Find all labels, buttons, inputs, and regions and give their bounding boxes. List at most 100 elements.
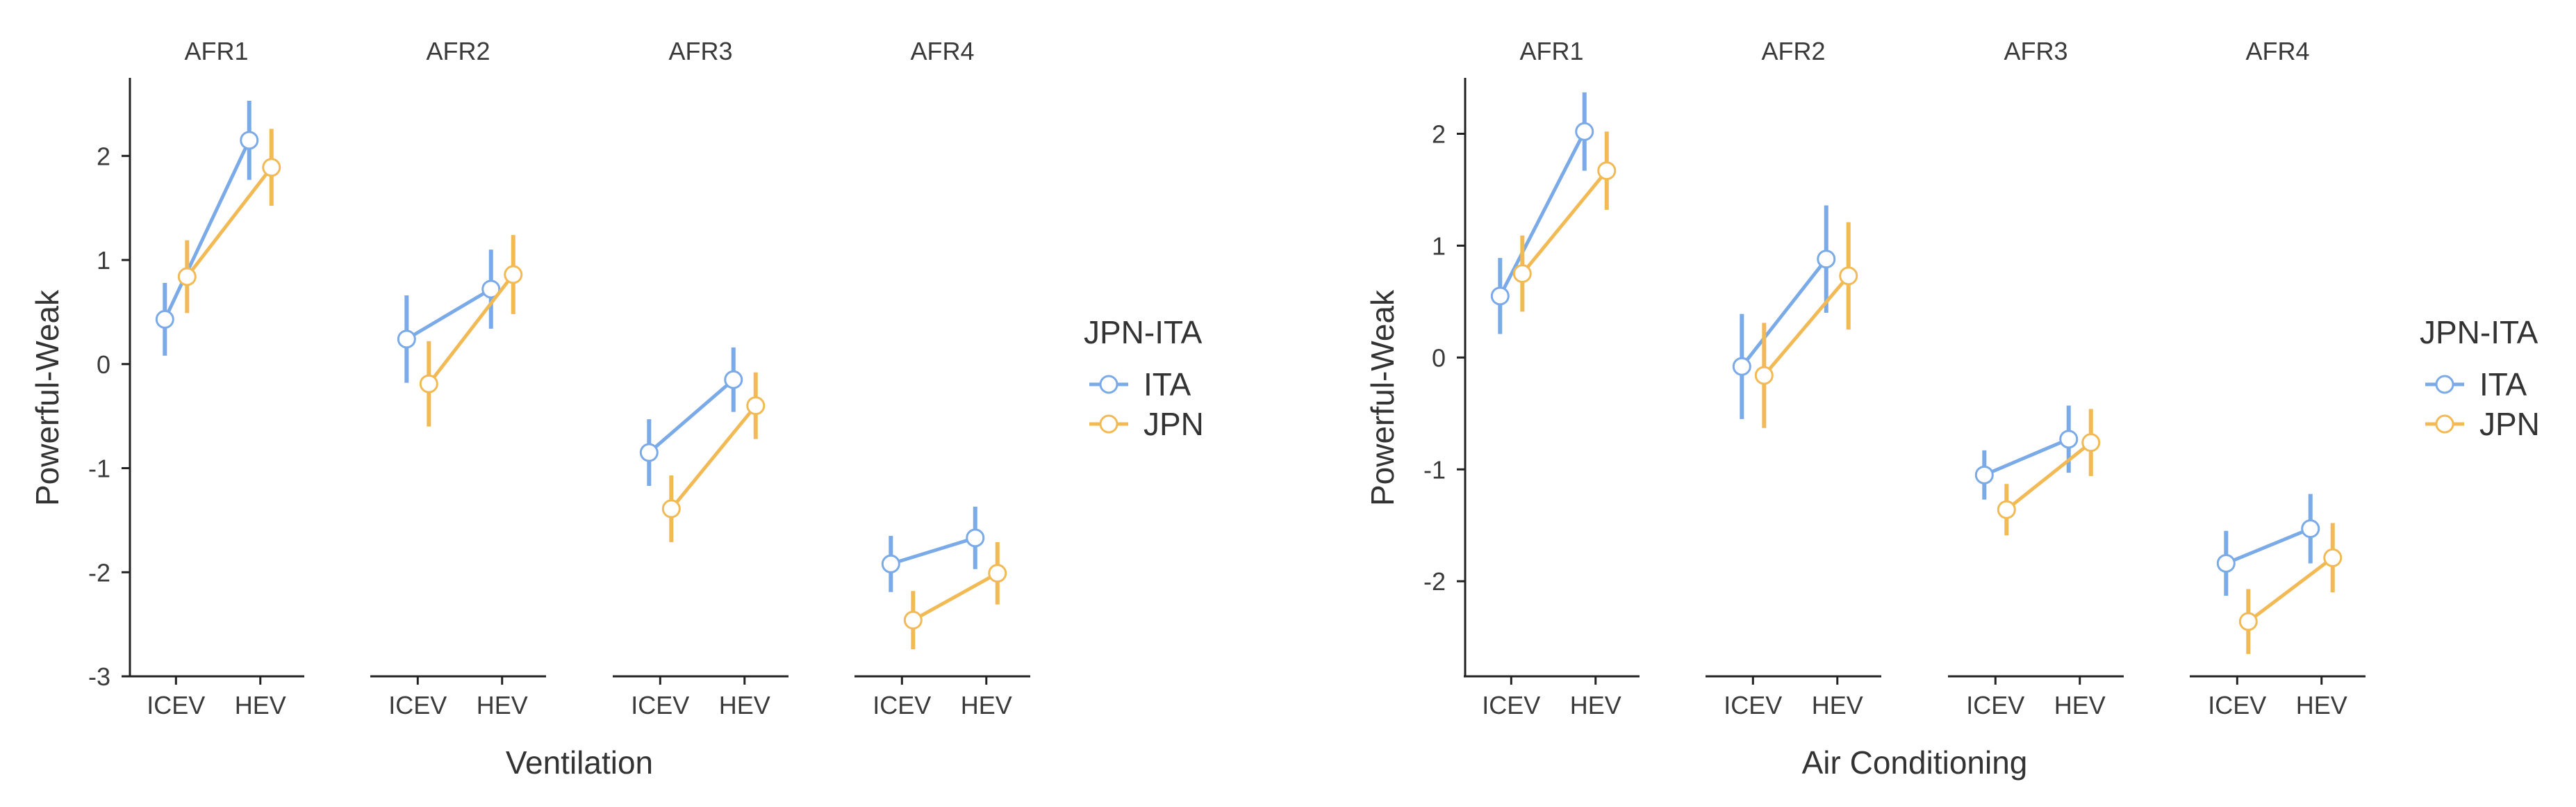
x-tick-label: ICEV [1724, 691, 1782, 719]
ita-point [724, 370, 743, 389]
jpn-point [2238, 612, 2258, 631]
y-tick-label: 1 [1432, 231, 1446, 260]
jpn-series-line [670, 405, 757, 510]
legend: JPN-ITA ITA JPN [1084, 314, 1204, 442]
x-tick-label: ICEV [631, 691, 689, 719]
y-axis-title: Powerful-Weak [29, 289, 65, 506]
legend-label: ITA [1143, 366, 1191, 402]
x-tick-label: HEV [2054, 691, 2106, 719]
legend-label: JPN [1143, 406, 1204, 442]
jpn-series-line [185, 166, 273, 278]
y-tick-label: 2 [97, 142, 110, 170]
ita-series-line [163, 139, 251, 320]
jpn-series-line [912, 571, 998, 622]
legend-key-marker [2435, 375, 2454, 394]
x-tick-label: HEV [961, 691, 1012, 719]
legend-title: JPN-ITA [1084, 314, 1203, 350]
facet-title: AFR2 [426, 37, 490, 65]
ita-point [881, 554, 900, 573]
jpn-point [988, 564, 1007, 583]
y-tick-label: -2 [1423, 567, 1446, 596]
jpn-point [1597, 161, 1617, 181]
ita-series-line [406, 287, 493, 341]
ita-point [1974, 465, 1994, 484]
x-axis-title: Ventilation [506, 744, 653, 781]
x-axis-title: Air Conditioning [1802, 744, 2028, 781]
facet-title: AFR1 [1519, 37, 1583, 65]
jpn-point [2323, 548, 2343, 567]
ita-point [1732, 357, 1751, 376]
ita-point [1575, 122, 1594, 141]
jpn-series-line [1521, 169, 1608, 275]
x-tick-label: HEV [1812, 691, 1863, 719]
y-tick-label: 2 [1432, 120, 1446, 148]
jpn-point [1839, 266, 1858, 286]
x-tick-label: HEV [477, 691, 528, 719]
jpn-point [661, 499, 681, 519]
jpn-series-line [2247, 556, 2334, 623]
ita-series-line [647, 378, 735, 454]
x-tick-label: HEV [2296, 691, 2347, 719]
facet-title: AFR2 [1761, 37, 1825, 65]
chart-panel-2: -2 -1 0 1 2 Powerful-Weak AFR1 ICEV HEV AFR2 ICEV H… [1364, 37, 2540, 781]
jpn-point [2081, 433, 2101, 453]
ita-point [1817, 250, 1836, 269]
y-axis-title: Powerful-Weak [1364, 289, 1401, 506]
legend-label: ITA [2479, 366, 2527, 402]
x-tick-label: HEV [235, 691, 286, 719]
ita-series-line [1498, 131, 1586, 297]
jpn-point [746, 396, 766, 416]
x-tick-label: ICEV [1482, 691, 1540, 719]
y-tick-label: -2 [88, 558, 110, 587]
ita-series-line [1983, 437, 2070, 477]
jpn-point [1754, 366, 1774, 385]
chart-panel-1: -3 -2 -1 0 1 2 Powerful-Weak AFR1 ICEV HEV AFR2 ICE… [29, 37, 1204, 781]
y-tick-label: 1 [97, 246, 110, 275]
jpn-point [504, 265, 523, 284]
y-tick-label: 0 [97, 350, 110, 379]
ita-point [2059, 430, 2079, 449]
ita-point [1490, 286, 1510, 306]
jpn-point [262, 158, 281, 177]
jpn-point [1997, 500, 2016, 519]
legend: JPN-ITA ITA JPN [2420, 314, 2540, 442]
facet-title: AFR1 [184, 37, 248, 65]
jpn-series-line [2005, 441, 2092, 512]
facet-title: AFR4 [910, 37, 974, 65]
legend-label: JPN [2479, 406, 2540, 442]
ita-series-line [890, 536, 976, 566]
jpn-point [177, 267, 197, 286]
ita-point [481, 279, 501, 299]
y-tick-label: -3 [88, 662, 110, 691]
x-tick-label: ICEV [2208, 691, 2266, 719]
ita-point [397, 329, 416, 349]
jpn-series-line [427, 273, 515, 385]
ita-point [966, 528, 985, 548]
x-tick-label: HEV [1570, 691, 1621, 719]
x-tick-label: ICEV [388, 691, 447, 719]
jpn-series-line [1762, 275, 1850, 377]
jpn-point [419, 374, 438, 393]
x-tick-label: ICEV [147, 691, 205, 719]
jpn-point [903, 610, 923, 630]
facet-title: AFR3 [2004, 37, 2067, 65]
ita-point [155, 309, 174, 329]
x-tick-label: ICEV [873, 691, 931, 719]
legend-key-marker [1099, 375, 1118, 394]
y-tick-label: -1 [88, 455, 110, 483]
y-tick-label: -1 [1423, 455, 1446, 484]
ita-series-line [2225, 527, 2311, 565]
ita-point [2301, 519, 2320, 539]
ita-series-line [1740, 258, 1828, 368]
ita-point [639, 443, 659, 462]
y-tick-label: 0 [1432, 343, 1446, 372]
facet-title: AFR4 [2245, 37, 2309, 65]
x-tick-label: ICEV [1966, 691, 2024, 719]
facet-title: AFR3 [668, 37, 732, 65]
ita-point [240, 131, 259, 150]
legend-key-marker [1099, 414, 1118, 434]
legend-key-marker [2435, 414, 2454, 434]
legend-title: JPN-ITA [2420, 314, 2538, 350]
jpn-point [1512, 264, 1532, 284]
